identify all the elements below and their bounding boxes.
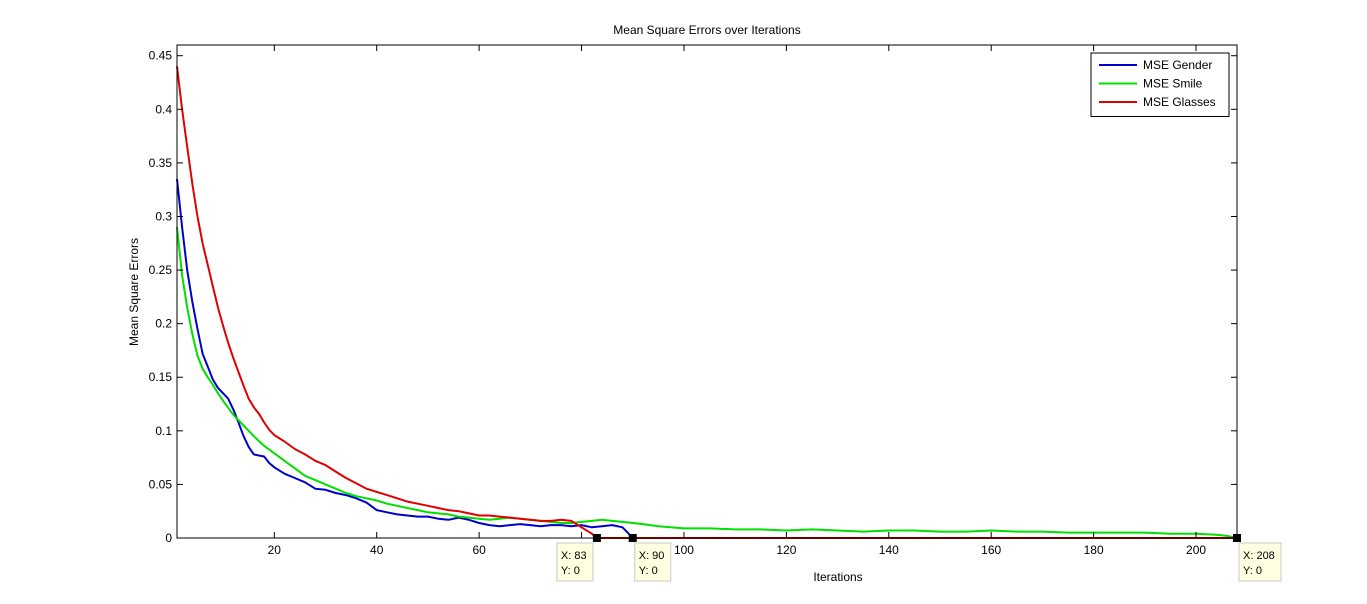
legend: MSE Gender MSE Smile MSE Glasses [1090, 52, 1230, 117]
y-tick-label: 0.4 [155, 102, 172, 116]
x-tick-label: 180 [1084, 543, 1104, 557]
series-line-1 [176, 178, 634, 539]
y-tick-label: 0.2 [155, 317, 172, 331]
y-tick-label: 0.25 [149, 263, 173, 277]
x-tick-label: 100 [674, 543, 694, 557]
datatips: X: 83 Y: 0 X: 90 Y: 0 X: 208 Y: 0 [556, 534, 1282, 582]
datatip[interactable]: X: 208 Y: 0 [1233, 534, 1282, 582]
datatip-marker[interactable] [592, 534, 601, 542]
datatip-x: X: 208 [1243, 550, 1275, 562]
y-tick-label: 0.3 [155, 209, 172, 223]
y-axis-label: Mean Square Errors [127, 238, 141, 346]
legend-item: MSE Gender [1099, 58, 1212, 72]
datatip-box [634, 542, 672, 582]
datatip[interactable]: X: 90 Y: 0 [628, 534, 672, 582]
datatip-y: Y: 0 [1243, 565, 1262, 577]
y-tick-label: 0 [165, 531, 172, 545]
datatip-box [1238, 542, 1282, 582]
x-tick-label: 200 [1186, 543, 1206, 557]
axis-ticks: 2040608010012014016018020000.050.10.150.… [149, 45, 1237, 557]
y-tick-label: 0.45 [149, 49, 173, 63]
y-tick-label: 0.05 [149, 477, 173, 491]
axes-box [176, 44, 1238, 539]
x-tick-label: 140 [879, 543, 899, 557]
datatip-marker[interactable] [628, 534, 637, 542]
plot-area [176, 66, 1238, 539]
y-tick-label: 0.1 [155, 424, 172, 438]
legend-label: MSE Gender [1143, 58, 1212, 72]
x-axis-label: Iterations [813, 570, 862, 584]
legend-label: MSE Glasses [1143, 95, 1216, 109]
datatip-box [556, 542, 594, 582]
legend-item: MSE Glasses [1099, 95, 1216, 109]
legend-box [1090, 52, 1230, 117]
datatip-x: X: 83 [561, 550, 587, 562]
chart-title: Mean Square Errors over Iterations [613, 23, 800, 37]
datatip-y: Y: 0 [561, 565, 580, 577]
legend-label: MSE Smile [1143, 77, 1203, 91]
x-tick-label: 60 [472, 543, 486, 557]
x-tick-label: 20 [268, 543, 282, 557]
y-tick-label: 0.15 [149, 370, 173, 384]
legend-item: MSE Smile [1099, 77, 1203, 91]
datatip-y: Y: 0 [639, 565, 658, 577]
x-tick-label: 160 [981, 543, 1001, 557]
series-line-3 [176, 66, 1237, 539]
x-tick-label: 40 [370, 543, 384, 557]
y-tick-label: 0.35 [149, 156, 173, 170]
datatip-marker[interactable] [1233, 534, 1241, 542]
datatip-x: X: 90 [639, 550, 665, 562]
datatip[interactable]: X: 83 Y: 0 [556, 534, 601, 582]
x-tick-label: 120 [776, 543, 796, 557]
